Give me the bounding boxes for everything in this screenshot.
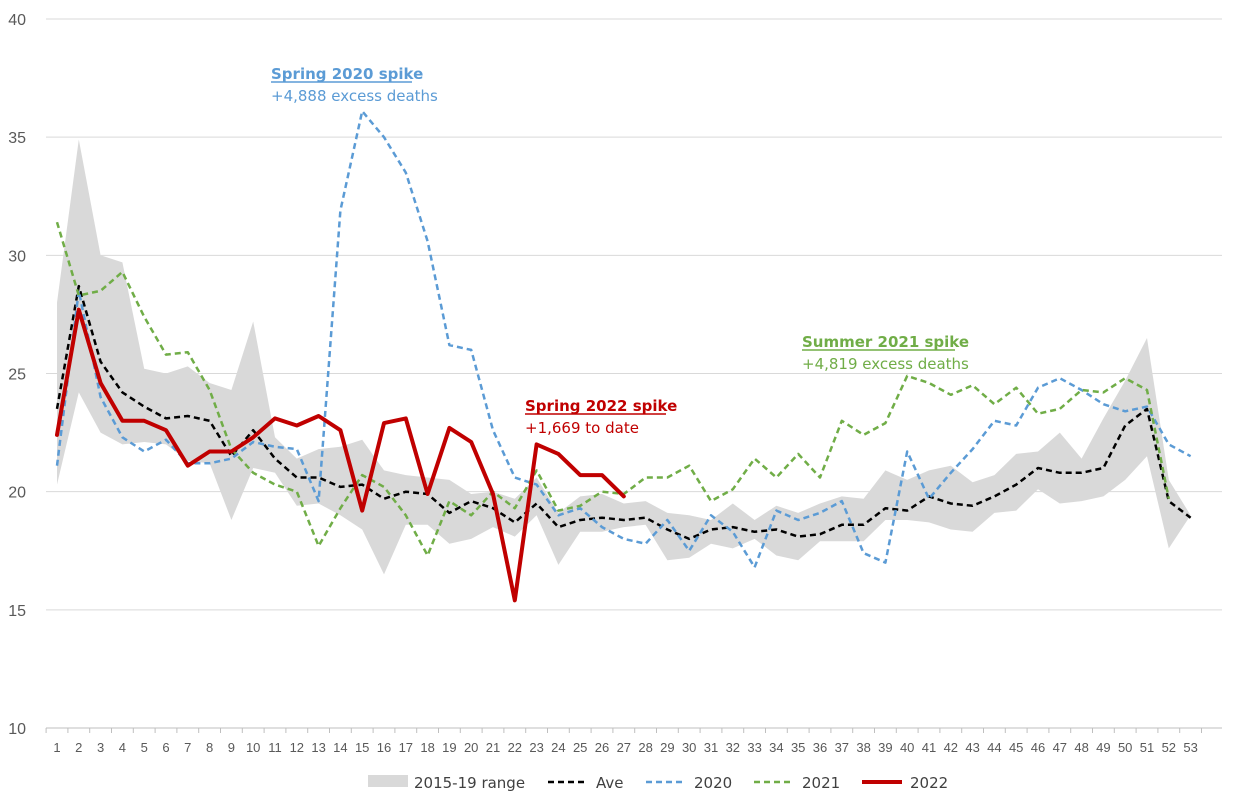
x-tick-label: 51 [1140, 740, 1154, 755]
series-line-2021 [55, 221, 1171, 557]
y-tick-label: 15 [8, 603, 26, 620]
x-tick-label: 25 [573, 740, 587, 755]
x-tick-label: 41 [922, 740, 936, 755]
x-tick-label: 40 [900, 740, 914, 755]
y-tick-label: 35 [8, 130, 26, 147]
legend-label-2021: 2021 [802, 774, 840, 792]
x-tick-label: 15 [355, 740, 369, 755]
y-axis-tick-labels: 10 15 20 25 30 35 40 [8, 12, 26, 738]
x-tick-label: 50 [1118, 740, 1132, 755]
range-band [57, 139, 1191, 575]
x-tick-label: 4 [119, 740, 126, 755]
annotation-spring-2020-text: +4,888 excess deaths [271, 87, 438, 105]
legend-item-2021: 2021 [754, 774, 840, 792]
x-tick-label: 27 [617, 740, 631, 755]
annotation-spring-2020-title: Spring 2020 spike [271, 65, 423, 83]
legend-label-2020: 2020 [694, 774, 732, 792]
x-tick-label: 36 [813, 740, 827, 755]
x-tick-label: 37 [835, 740, 849, 755]
series-layer [55, 109, 1192, 603]
annotation-summer-2021: Summer 2021 spike +4,819 excess deaths [802, 333, 969, 373]
x-tick-label: 14 [333, 740, 347, 755]
range-band-layer [57, 139, 1191, 575]
legend-swatch-range [368, 775, 408, 787]
x-tick-label: 52 [1162, 740, 1176, 755]
legend-label-ave: Ave [596, 774, 624, 792]
x-tick-label: 46 [1031, 740, 1045, 755]
x-tick-label: 22 [508, 740, 522, 755]
x-tick-label: 23 [529, 740, 543, 755]
x-tick-label: 21 [486, 740, 500, 755]
x-tick-label: 48 [1074, 740, 1088, 755]
x-tick-label: 49 [1096, 740, 1110, 755]
y-tick-label: 40 [8, 12, 26, 29]
y-tick-label: 30 [8, 248, 26, 265]
x-tick-label: 12 [290, 740, 304, 755]
x-tick-label: 53 [1183, 740, 1197, 755]
x-tick-label: 3 [97, 740, 104, 755]
legend-item-2022: 2022 [862, 774, 948, 792]
legend-item-ave: Ave [548, 774, 624, 792]
x-tick-label: 17 [399, 740, 413, 755]
legend-label-range: 2015-19 range [414, 774, 525, 792]
x-tick-label: 1 [53, 740, 60, 755]
x-tick-label: 32 [726, 740, 740, 755]
x-tick-label: 2 [75, 740, 82, 755]
x-tick-label: 42 [944, 740, 958, 755]
y-tick-label: 10 [8, 721, 26, 738]
x-tick-label: 29 [660, 740, 674, 755]
x-axis [45, 727, 1222, 733]
y-tick-label: 20 [8, 485, 26, 502]
x-axis-tick-labels: 1 2 3 4 5 6 7 8 9 10 11 12 13 14 15 16 17 18 19 20 21 22 23 24 2… [53, 740, 1197, 755]
x-tick-label: 39 [878, 740, 892, 755]
annotation-spring-2022-text: +1,669 to date [525, 419, 639, 437]
x-tick-label: 31 [704, 740, 718, 755]
x-tick-label: 38 [856, 740, 870, 755]
series-line-2022 [55, 307, 626, 603]
x-tick-label: 28 [638, 740, 652, 755]
x-tick-label: 19 [442, 740, 456, 755]
x-tick-label: 45 [1009, 740, 1023, 755]
x-tick-label: 35 [791, 740, 805, 755]
legend: 2015-19 range Ave 2020 2021 2022 [368, 774, 948, 792]
annotation-spring-2022-title: Spring 2022 spike [525, 397, 677, 415]
annotation-summer-2021-title: Summer 2021 spike [802, 333, 969, 351]
x-tick-label: 18 [420, 740, 434, 755]
legend-item-range: 2015-19 range [368, 774, 525, 792]
legend-label-2022: 2022 [910, 774, 948, 792]
x-tick-label: 10 [246, 740, 260, 755]
x-tick-label: 33 [747, 740, 761, 755]
x-tick-label: 7 [184, 740, 191, 755]
x-tick-label: 26 [595, 740, 609, 755]
x-tick-label: 6 [162, 740, 169, 755]
x-tick-label: 24 [551, 740, 565, 755]
y-tick-label: 25 [8, 367, 26, 384]
series-line-2020 [55, 109, 1192, 569]
x-tick-label: 47 [1053, 740, 1067, 755]
annotation-spring-2020: Spring 2020 spike +4,888 excess deaths [271, 65, 438, 105]
annotation-summer-2021-text: +4,819 excess deaths [802, 355, 969, 373]
x-tick-label: 30 [682, 740, 696, 755]
x-tick-label: 11 [268, 740, 282, 755]
x-tick-label: 5 [141, 740, 148, 755]
x-tick-label: 34 [769, 740, 783, 755]
x-tick-label: 13 [311, 740, 325, 755]
x-tick-label: 20 [464, 740, 478, 755]
x-tick-label: 9 [228, 740, 235, 755]
legend-item-2020: 2020 [646, 774, 732, 792]
x-tick-label: 43 [965, 740, 979, 755]
x-tick-label: 44 [987, 740, 1001, 755]
annotation-spring-2022: Spring 2022 spike +1,669 to date [525, 397, 677, 437]
x-tick-label: 16 [377, 740, 391, 755]
x-tick-label: 8 [206, 740, 213, 755]
series-line-ave [55, 284, 1192, 541]
